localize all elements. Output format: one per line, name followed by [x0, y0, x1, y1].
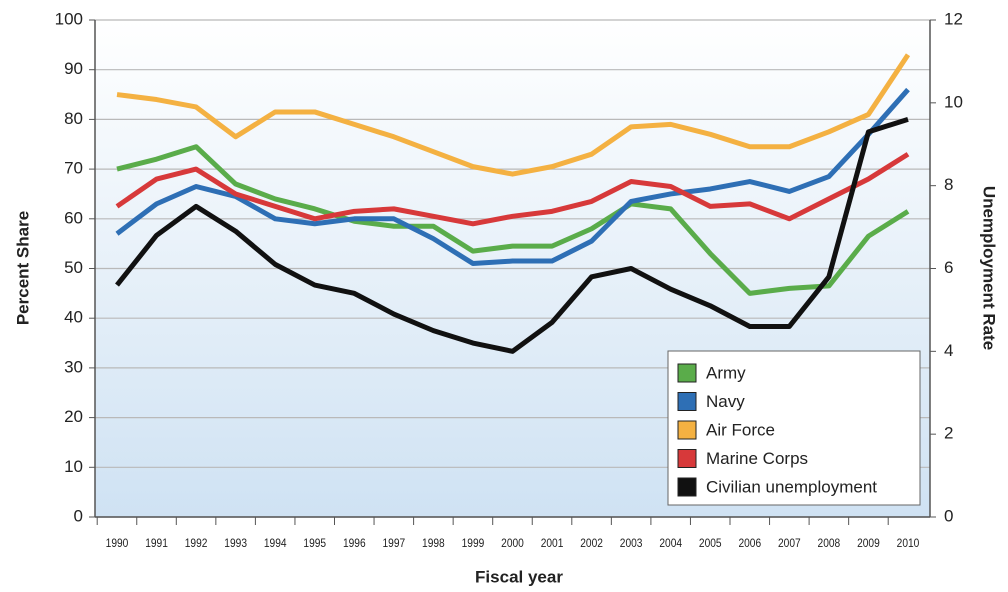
- x-tick-label: 2009: [857, 537, 880, 550]
- y-tick-label: 70: [64, 159, 83, 178]
- legend-label: Marine Corps: [706, 449, 808, 468]
- x-tick-label: 1999: [462, 537, 485, 550]
- legend-box: [667, 350, 921, 506]
- y2-tick-label: 0: [944, 506, 953, 525]
- y-tick-label: 40: [64, 308, 83, 327]
- x-tick-label: 1996: [343, 537, 366, 550]
- x-tick-label: 1994: [264, 537, 287, 550]
- x-tick-label: 1990: [106, 537, 129, 550]
- y2-tick-label: 4: [944, 341, 953, 360]
- x-tick-label: 2003: [620, 537, 643, 550]
- x-tick-label: 2008: [818, 537, 841, 550]
- x-axis-label: Fiscal year: [475, 567, 563, 586]
- y2-tick-label: 8: [944, 175, 953, 194]
- x-tick-label: 2010: [897, 537, 920, 550]
- legend-label: Navy: [706, 392, 745, 411]
- x-tick-label: 1997: [383, 537, 406, 550]
- y-tick-label: 100: [55, 9, 83, 28]
- legend-swatch: [677, 363, 697, 383]
- series-line: [115, 117, 909, 354]
- y2-tick-label: 12: [944, 9, 963, 28]
- x-tick-label: 1998: [422, 537, 445, 550]
- legend-swatch: [677, 477, 697, 497]
- legend-swatch: [677, 449, 697, 468]
- y2-tick-label: 6: [944, 258, 953, 277]
- x-tick-label: 1995: [303, 537, 326, 550]
- x-tick-label: 2007: [778, 537, 801, 550]
- x-tick-label: 1992: [185, 537, 208, 550]
- x-tick-label: 1993: [224, 537, 247, 550]
- x-tick-label: 2000: [501, 537, 524, 550]
- legend-label: Army: [706, 363, 746, 382]
- y-tick-label: 60: [64, 208, 83, 227]
- y-tick-label: 20: [64, 407, 83, 426]
- series-line: [115, 152, 910, 227]
- legend-label: Civilian unemployment: [706, 477, 877, 496]
- y-tick-label: 90: [64, 59, 83, 78]
- y2-tick-label: 2: [944, 424, 953, 443]
- legend-swatch: [677, 420, 697, 440]
- y-tick-label: 50: [64, 258, 83, 277]
- y-tick-label: 30: [64, 357, 83, 376]
- y-tick-label: 0: [74, 506, 83, 525]
- y-axis-label: Percent Share: [13, 211, 32, 325]
- x-tick-label: 2006: [738, 537, 761, 550]
- series-line: [115, 87, 910, 267]
- x-tick-label: 2002: [580, 537, 603, 550]
- series-line: [116, 144, 910, 296]
- y-tick-label: 10: [64, 457, 83, 476]
- legend-swatch: [677, 392, 697, 411]
- x-tick-label: 2005: [699, 537, 722, 550]
- x-tick-label: 2004: [659, 537, 682, 550]
- legend-label: Air Force: [706, 420, 775, 439]
- x-tick-label: 1991: [145, 537, 168, 550]
- y-tick-label: 80: [64, 109, 83, 128]
- y2-tick-label: 10: [944, 92, 963, 111]
- y2-axis-label: Unemployment Rate: [980, 186, 999, 350]
- x-tick-label: 2001: [541, 537, 564, 550]
- series-line: [116, 53, 911, 177]
